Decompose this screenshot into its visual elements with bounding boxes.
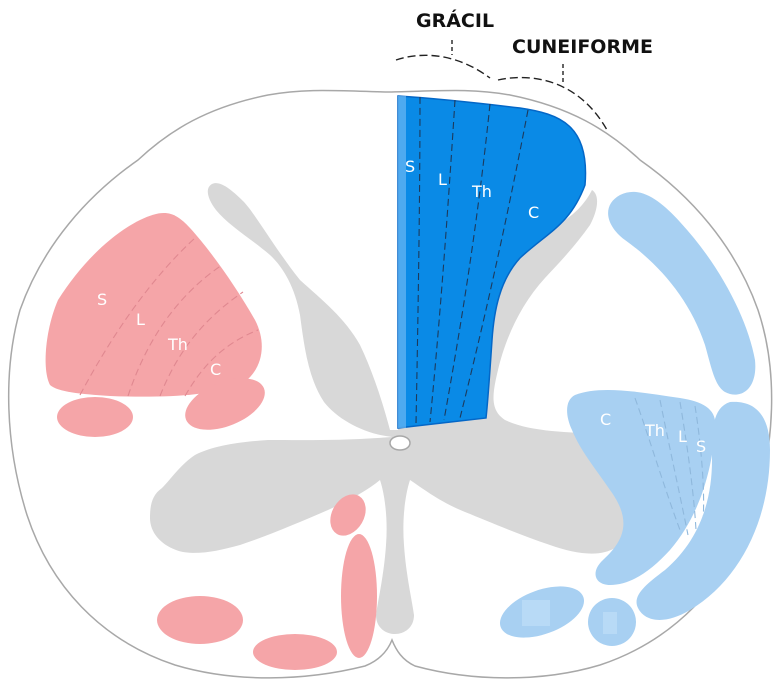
left-tract-label-c: C	[210, 360, 221, 379]
left-tract-oval	[185, 378, 265, 430]
gracil-label: GRÁCIL	[416, 9, 494, 32]
dorsal-column-highlight	[398, 96, 406, 428]
right-tract-label-s: S	[696, 437, 706, 456]
dorsal-column-label-c: C	[528, 203, 539, 222]
dorsal-column-tract	[397, 95, 587, 429]
left-tract-lamina-line	[127, 264, 223, 397]
left-tract-oval	[57, 397, 133, 437]
left-tract-label-s: S	[97, 290, 107, 309]
left-tract-lamina-line	[184, 329, 259, 397]
left-tract-label-th: Th	[167, 335, 188, 354]
left-tract-oval	[157, 596, 243, 644]
right-lateral-tract	[567, 389, 716, 585]
right-tract-label-c: C	[600, 410, 611, 429]
cuneiforme-label: CUNEIFORME	[512, 36, 653, 58]
dorsal-column-lamina-line	[443, 103, 491, 421]
left-tract-label-l: L	[136, 310, 145, 329]
right-tract-oval-shade	[522, 600, 550, 626]
left-lateral-tract	[45, 213, 262, 397]
dorsal-column-label-l: L	[438, 170, 447, 189]
right-peripheral-tract	[608, 191, 756, 395]
right-tract-label-th: Th	[644, 421, 665, 440]
right-tract-lamina-line	[679, 401, 697, 531]
left-tract-lamina-line	[159, 291, 244, 397]
left-tract-lamina-line	[79, 237, 196, 396]
dorsal-column-label-s: S	[405, 157, 415, 176]
right-tract-lamina-line	[659, 399, 689, 536]
right-tract-lamina-line	[694, 405, 705, 521]
dorsal-column-label-th: Th	[471, 182, 492, 201]
right-tract-label-l: L	[678, 427, 687, 446]
right-tract-oval-shade	[603, 612, 617, 634]
cuneiforme-bracket	[497, 76, 608, 131]
left-tract-oval	[253, 634, 337, 670]
dorsal-column-lamina-line	[459, 109, 529, 419]
left-tract-oval	[341, 534, 377, 658]
left-tract-oval	[330, 494, 366, 536]
right-outer-tract	[636, 401, 770, 620]
gracil-bracket	[395, 54, 491, 79]
central-canal	[389, 435, 411, 451]
right-tract-lamina-line	[634, 397, 681, 531]
